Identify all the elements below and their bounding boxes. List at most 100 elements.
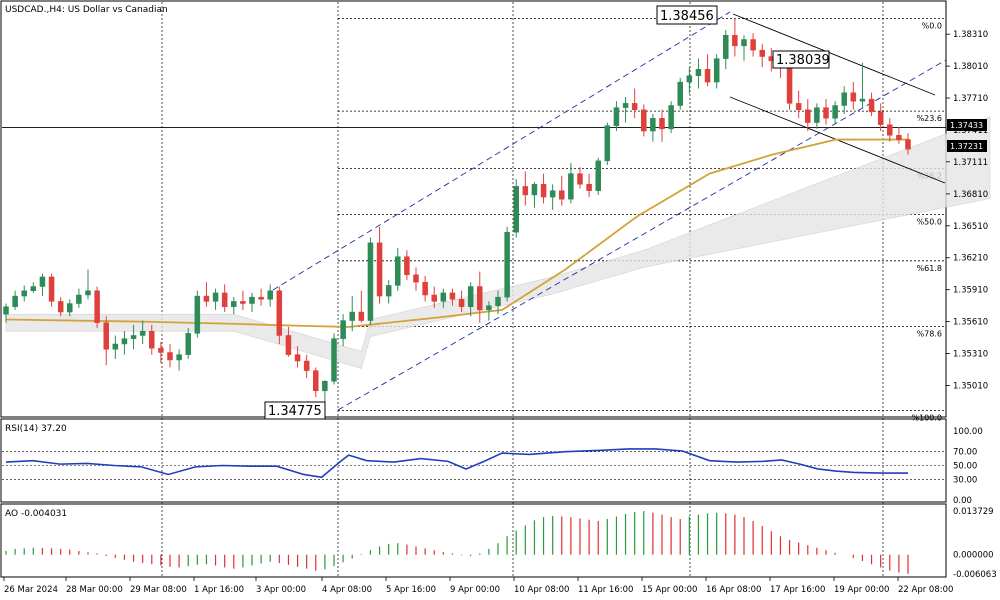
candle-body <box>94 290 100 323</box>
candle-body <box>458 299 465 307</box>
price-axis-label: 1.37710 <box>953 94 988 104</box>
candle-body <box>659 118 665 130</box>
candle-body <box>221 292 228 307</box>
low-callout-label: 1.34775 <box>268 404 322 419</box>
candle-body <box>276 290 283 336</box>
candle-body <box>30 286 37 292</box>
ao-axis-label: 0.013729 <box>953 507 994 517</box>
price-axis-label: 1.36510 <box>953 222 988 232</box>
candle-body <box>704 69 711 83</box>
rsi-axis-label: 30.00 <box>953 475 977 485</box>
candle-body <box>832 105 838 119</box>
falling-channel-upper <box>732 13 936 96</box>
candle-body <box>431 294 437 302</box>
candlesticks[interactable] <box>3 18 911 410</box>
candle-body <box>586 184 592 191</box>
candle-body <box>349 311 355 321</box>
candle-body <box>759 49 765 57</box>
candle-body <box>395 256 401 286</box>
candle-body <box>668 105 674 130</box>
candle-body <box>595 160 601 191</box>
price-axis-label: 1.35610 <box>953 318 988 328</box>
candle-body <box>449 292 456 300</box>
candle-body <box>841 92 847 106</box>
candle-body <box>577 173 583 185</box>
candle-body <box>139 330 146 336</box>
candle-body <box>795 103 802 111</box>
candle-body <box>786 66 793 104</box>
time-axis-label: 4 Apr 08:00 <box>322 585 372 595</box>
fib-level-label: %100.0 <box>911 414 942 423</box>
candle-body <box>85 290 91 296</box>
candle-body <box>686 75 693 83</box>
time-axis-label: 28 Mar 00:00 <box>66 585 123 595</box>
current-price-label: 1.37231 <box>950 142 983 151</box>
price-axis-label: 1.36210 <box>953 254 988 264</box>
price-axis-label: 1.38010 <box>953 62 988 72</box>
ichimoku-cloud <box>5 116 991 369</box>
candle-body <box>367 242 374 321</box>
candle-body <box>531 184 538 196</box>
price-axis-label: 1.35910 <box>953 286 988 296</box>
candle-body <box>267 290 273 300</box>
candle-body <box>422 281 428 296</box>
candle-body <box>231 301 237 307</box>
axes: 1.383101.380101.377101.374111.371111.368… <box>3 30 997 595</box>
awesome-oscillator <box>5 511 909 574</box>
fib-level-label: %50.0 <box>917 218 942 227</box>
candle-body <box>185 333 191 355</box>
candle-body <box>404 256 410 276</box>
candle-body <box>741 39 747 47</box>
mid-callout: 1.38039 <box>772 50 830 69</box>
time-axis-label: 16 Apr 08:00 <box>706 585 761 595</box>
fib-level-label: %0.0 <box>922 22 942 31</box>
candle-body <box>467 286 474 307</box>
candle-body <box>486 305 492 311</box>
candle-body <box>814 107 820 123</box>
time-axis-label: 15 Apr 00:00 <box>642 585 697 595</box>
rsi-axis-label: 0.00 <box>953 496 972 506</box>
moving-average <box>5 138 908 328</box>
candle-body <box>294 354 301 362</box>
rsi-indicator <box>2 448 945 480</box>
candle-body <box>631 103 638 111</box>
candle-body <box>513 186 519 233</box>
price-axis-label: 1.35010 <box>953 382 988 392</box>
candle-body <box>713 58 720 83</box>
candle-body <box>413 274 419 283</box>
candle-body <box>477 286 483 311</box>
candle-body <box>568 173 574 200</box>
candle-body <box>258 296 264 300</box>
mid-callout-label: 1.38039 <box>776 53 830 68</box>
time-axis-label: 1 Apr 16:00 <box>194 585 244 595</box>
candle-body <box>21 290 27 297</box>
ma-line <box>5 138 908 328</box>
candle-body <box>240 301 246 304</box>
time-axis-label: 17 Apr 16:00 <box>770 585 825 595</box>
ao-axis-label: -0.006063 <box>953 570 997 580</box>
candle-body <box>121 338 128 345</box>
candle-body <box>613 107 620 126</box>
candle-body <box>732 34 738 47</box>
fib-level-label: %78.6 <box>917 330 942 339</box>
channel-upper-line <box>272 11 731 291</box>
candle-body <box>67 303 73 313</box>
candle-body <box>331 338 337 382</box>
candle-body <box>905 139 911 150</box>
candle-body <box>340 320 346 339</box>
candle-body <box>285 335 292 355</box>
candle-body <box>39 276 46 287</box>
time-axis-label: 29 Mar 08:00 <box>130 585 187 595</box>
symbol-title: USDCAD.,H4: US Dollar vs Canadian <box>5 5 168 15</box>
time-axis-label: 26 Mar 2024 <box>4 585 58 595</box>
candle-body <box>868 98 875 113</box>
candle-body <box>76 294 82 304</box>
candle-body <box>3 306 9 315</box>
price-axis-label: 1.37111 <box>953 158 988 168</box>
channel-lower-line <box>337 59 947 411</box>
candle-body <box>57 301 64 313</box>
candle-body <box>149 330 155 349</box>
candle-body <box>12 295 18 307</box>
